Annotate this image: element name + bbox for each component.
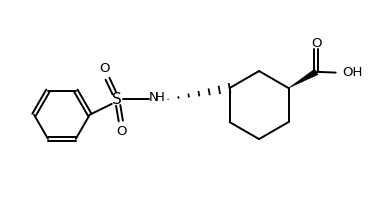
Text: OH: OH [342,66,362,79]
Text: S: S [112,92,122,107]
Text: N: N [149,91,158,104]
Text: O: O [311,37,322,50]
Text: O: O [100,62,110,75]
Polygon shape [289,69,318,88]
Text: H: H [155,91,164,104]
Text: O: O [117,125,127,138]
